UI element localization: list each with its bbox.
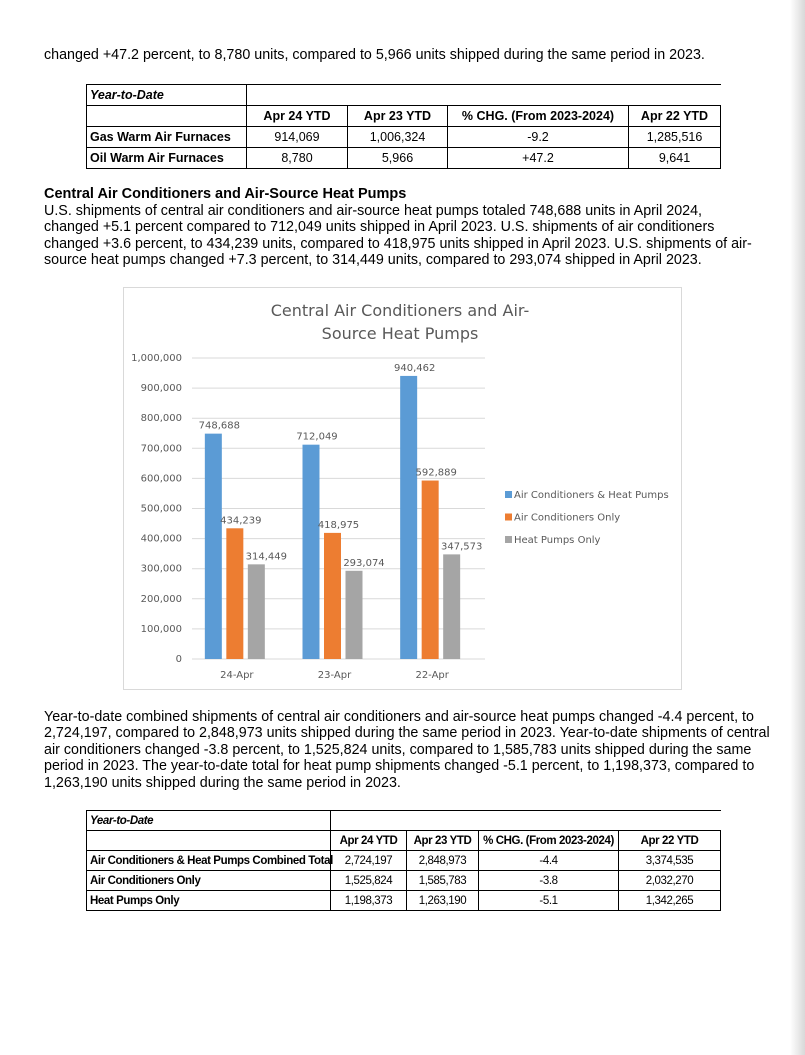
y-tick-label: 700,000 — [141, 443, 182, 454]
data-row: Oil Warm Air Furnaces 8,780 5,966 +47.2 9,64… — [86, 147, 721, 169]
blank-cell — [330, 810, 407, 831]
bar — [226, 528, 244, 659]
column-header: % CHG. (From 2023-2024) — [478, 830, 619, 851]
data-label: 940,462 — [394, 363, 435, 374]
column-header: Apr 22 YTD — [618, 830, 721, 851]
y-tick-label: 1,000,000 — [131, 353, 182, 364]
blank-cell — [618, 810, 721, 831]
bar — [204, 433, 222, 659]
cell: +47.2 — [447, 147, 629, 169]
bar — [302, 444, 320, 659]
cell: 2,724,197 — [330, 850, 407, 871]
blank-cell — [406, 810, 479, 831]
bar — [324, 532, 341, 659]
data-row: Air Conditioners Only 1,525,824 1,585,783-… — [86, 870, 721, 891]
intro-text: changed +47.2 percent, to 8,780 units, c… — [44, 47, 705, 63]
cell: 2,032,270 — [618, 870, 721, 891]
table-furnaces: Year-to-Date Apr 24 YTD Apr 23 YTD% CHG. (… — [86, 84, 721, 169]
blank-cell — [628, 84, 721, 106]
legend-label: Heat Pumps Only — [514, 535, 601, 546]
column-header: % CHG. (From 2023-2024) — [447, 105, 629, 127]
row-label: Air Conditioners & Heat Pumps Combined T… — [86, 850, 333, 871]
cell: -4.4 — [478, 850, 619, 871]
caption-row: Year-to-Date — [86, 84, 721, 106]
y-tick-label: 300,000 — [141, 564, 182, 575]
y-tick-label: 500,000 — [141, 504, 182, 515]
data-row: Heat Pumps Only 1,198,373 1,263,190 -5.1 1,3… — [86, 890, 721, 911]
bar — [345, 570, 363, 659]
legend-swatch — [505, 536, 512, 543]
y-tick-label: 900,000 — [141, 383, 182, 394]
legend-label: Air Conditioners & Heat Pumps — [514, 490, 669, 501]
cell: 3,374,535 — [618, 850, 721, 871]
section-paragraph: U.S. shipments of central air conditione… — [44, 203, 752, 269]
cell: 1,198,373 — [330, 890, 407, 911]
data-label: 418,975 — [318, 520, 359, 531]
x-tick-label: 22-Apr — [415, 670, 449, 681]
legend-swatch — [505, 491, 512, 498]
blank-cell — [347, 84, 448, 106]
cell: 8,780 — [246, 147, 348, 169]
table-caption: Year-to-Date — [86, 810, 331, 831]
paragraph-ytd: Year-to-date combined shipments of centr… — [44, 709, 770, 791]
row-label: Gas Warm Air Furnaces — [86, 126, 247, 148]
row-label: Oil Warm Air Furnaces — [86, 147, 247, 169]
blank-cell — [447, 84, 629, 106]
cell: 2,848,973 — [406, 850, 479, 871]
row-label: Air Conditioners Only — [86, 870, 331, 891]
y-tick-label: 600,000 — [141, 473, 182, 484]
header-row: Apr 24 YTD Apr 23 YTD% CHG. (From 2023-20… — [86, 830, 721, 851]
bar — [421, 480, 439, 659]
data-label: 592,889 — [415, 468, 456, 479]
cell: -3.8 — [478, 870, 619, 891]
cell: 1,525,824 — [330, 870, 407, 891]
cell: 9,641 — [628, 147, 721, 169]
y-tick-label: 0 — [176, 654, 182, 665]
table-ac-hp: Year-to-Date Apr 24 YTD Apr 23 YTD% CHG. (… — [86, 810, 721, 911]
section-heading: Central Air Conditioners and Air-Source … — [44, 186, 407, 202]
legend-label: Air Conditioners Only — [514, 513, 620, 524]
column-header: Apr 24 YTD — [330, 830, 407, 851]
x-tick-label: 24-Apr — [220, 670, 254, 681]
caption-row: Year-to-Date — [86, 810, 721, 831]
cell: 1,585,783 — [406, 870, 479, 891]
cell: -5.1 — [478, 890, 619, 911]
data-label: 347,573 — [441, 541, 482, 552]
cell: 914,069 — [246, 126, 348, 148]
blank-cell — [86, 830, 331, 851]
cell: 1,342,265 — [618, 890, 721, 911]
page-edge — [790, 0, 805, 1055]
data-label: 314,449 — [246, 551, 287, 562]
data-row: Air Conditioners & Heat Pumps Combined T… — [86, 850, 721, 871]
y-tick-label: 100,000 — [141, 624, 182, 635]
bar — [247, 564, 265, 659]
bar — [400, 375, 418, 659]
x-tick-label: 23-Apr — [318, 670, 352, 681]
blank-cell — [246, 84, 348, 106]
cell: 5,966 — [347, 147, 448, 169]
y-tick-label: 800,000 — [141, 413, 182, 424]
row-label: Heat Pumps Only — [86, 890, 331, 911]
data-label: 434,239 — [220, 515, 261, 526]
column-header: Apr 23 YTD — [406, 830, 479, 851]
data-label: 293,074 — [343, 558, 384, 569]
legend-swatch — [505, 513, 512, 521]
data-row: Gas Warm Air Furnaces 914,069 1,006,324 -9.… — [86, 126, 721, 148]
y-tick-label: 200,000 — [141, 594, 182, 605]
blank-cell — [478, 810, 619, 831]
data-label: 712,049 — [296, 432, 337, 443]
cell: 1,263,190 — [406, 890, 479, 911]
bar — [443, 554, 461, 659]
y-tick-label: 400,000 — [141, 534, 182, 545]
chart-title: Central Air Conditioners and Air-Source … — [270, 301, 530, 343]
data-label: 748,688 — [199, 421, 240, 432]
